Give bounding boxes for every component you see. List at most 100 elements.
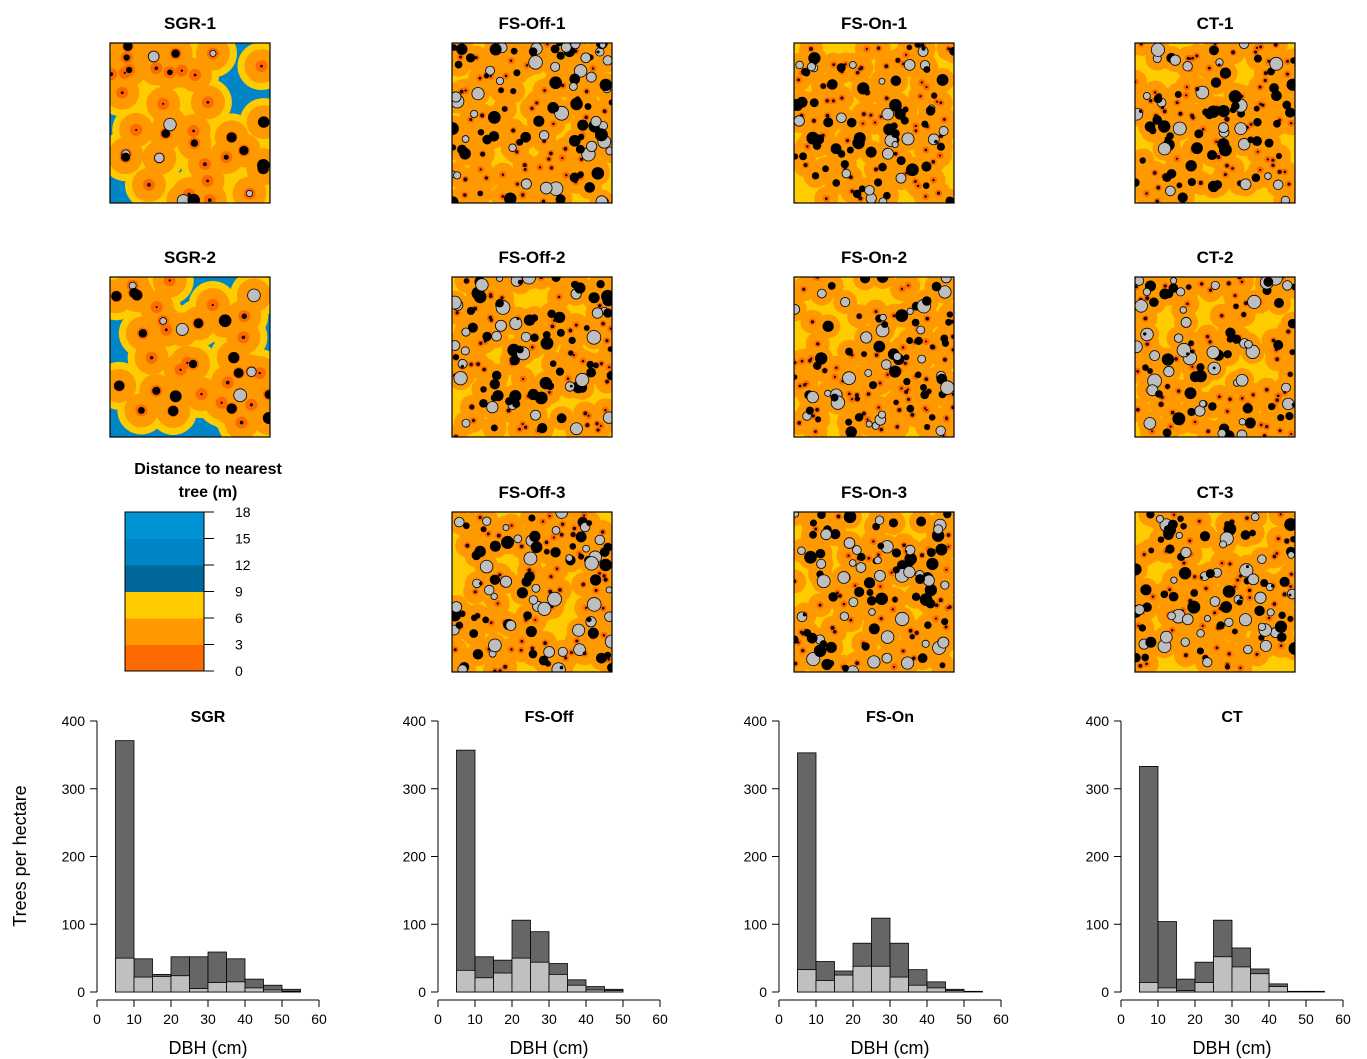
tree-stem [490,394,498,402]
tree-stem [946,606,949,610]
map-title: CT-2 [1197,248,1234,267]
tree-stem [922,574,935,587]
tree-stem [1212,366,1216,370]
tree-stem [1220,314,1224,318]
tree-stem [1259,639,1272,652]
tree-stem [877,406,880,409]
tree-stem [586,520,593,527]
legend-swatch [125,512,204,539]
tree-stem [806,131,820,145]
tree-stem [1239,178,1252,191]
tree-stem [516,138,524,146]
tree-stem [510,524,513,527]
bar [115,740,135,993]
tree-stem [495,319,507,332]
tree-stem [892,352,902,361]
tree-stem [239,420,244,425]
x-tick-label: 20 [163,1011,179,1027]
tree-stem [1259,168,1262,171]
tree-stem [563,147,568,151]
tree-stem [938,154,941,157]
tree-stem [536,429,540,433]
tree-stem [485,65,496,76]
tree-stem [457,664,468,672]
tree-stem [892,314,896,318]
tree-stem [800,359,804,363]
tree-stem [1139,157,1146,164]
tree-stem [575,639,579,643]
tree-stem [866,595,877,606]
tree-stem [193,73,197,77]
tree-stem [591,307,604,319]
x-tick-label: 20 [845,1011,861,1027]
tree-stem [559,532,564,537]
tree-stem [149,356,154,360]
tree-stem [152,386,161,395]
tree-stem [874,515,885,525]
tree-stem [1210,280,1220,290]
tree-stem [836,63,846,73]
tree-stem [1215,646,1219,650]
tree-stem [123,54,130,61]
tree-stem [1194,369,1207,383]
tree-stem [867,655,881,669]
tree-stem [901,649,905,653]
tree-stem [925,106,936,116]
tree-stem [1196,629,1205,638]
tree-stem [1224,116,1230,122]
tree-stem [233,368,244,378]
tree-stem [1149,127,1157,135]
tree-stem [546,43,549,46]
y-tick-label: 100 [1086,916,1110,932]
tree-stem [596,50,600,54]
tree-stem [1279,644,1283,648]
tree-stem [881,652,893,664]
tree-stem [452,44,458,51]
tree-stem [469,629,479,638]
tree-stem [939,101,943,105]
tree-stem [920,390,930,400]
tree-stem [873,121,877,124]
tree-stem [1200,576,1203,580]
tree-stem [454,60,463,69]
tree-stem [1253,50,1258,54]
bar [567,984,587,993]
tree-stem [846,146,854,154]
tree-stem [1163,529,1174,540]
tree-stem [113,380,125,392]
tree-stem [903,59,916,71]
tree-stem [584,115,588,120]
tree-stem [856,313,862,319]
tree-stem [911,318,920,327]
tree-stem [1140,584,1152,596]
tree-stem [598,304,602,308]
tree-stem [1253,118,1262,127]
tree-stem [488,333,492,337]
tree-stem [1271,163,1275,168]
tree-stem [1189,57,1192,60]
tree-stem [931,281,942,292]
tree-stem [541,199,546,203]
tree-stem [531,583,541,593]
bar [152,976,172,993]
tree-stem [895,309,909,323]
tree-stem [1220,601,1233,613]
tree-stem [1279,576,1290,587]
tree-stem [550,324,555,329]
tree-stem [480,386,487,393]
tree-stem [920,43,925,48]
tree-stem [1267,59,1271,63]
tree-stem [1151,430,1154,433]
tree-stem [1143,332,1147,336]
y-tick-label: 0 [418,984,426,1000]
tree-stem [1282,592,1287,597]
tree-stem [1239,563,1254,578]
tree-stem [921,46,926,51]
tree-stem [523,551,538,566]
tree-stem [489,318,493,322]
tree-stem [859,65,864,70]
tree-stem [833,375,837,379]
tree-stem [466,306,475,316]
map-frame [451,276,613,438]
